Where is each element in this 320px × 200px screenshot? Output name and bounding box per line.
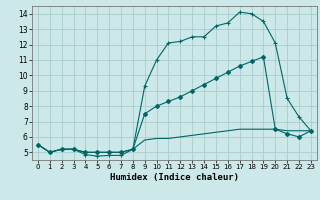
- X-axis label: Humidex (Indice chaleur): Humidex (Indice chaleur): [110, 173, 239, 182]
